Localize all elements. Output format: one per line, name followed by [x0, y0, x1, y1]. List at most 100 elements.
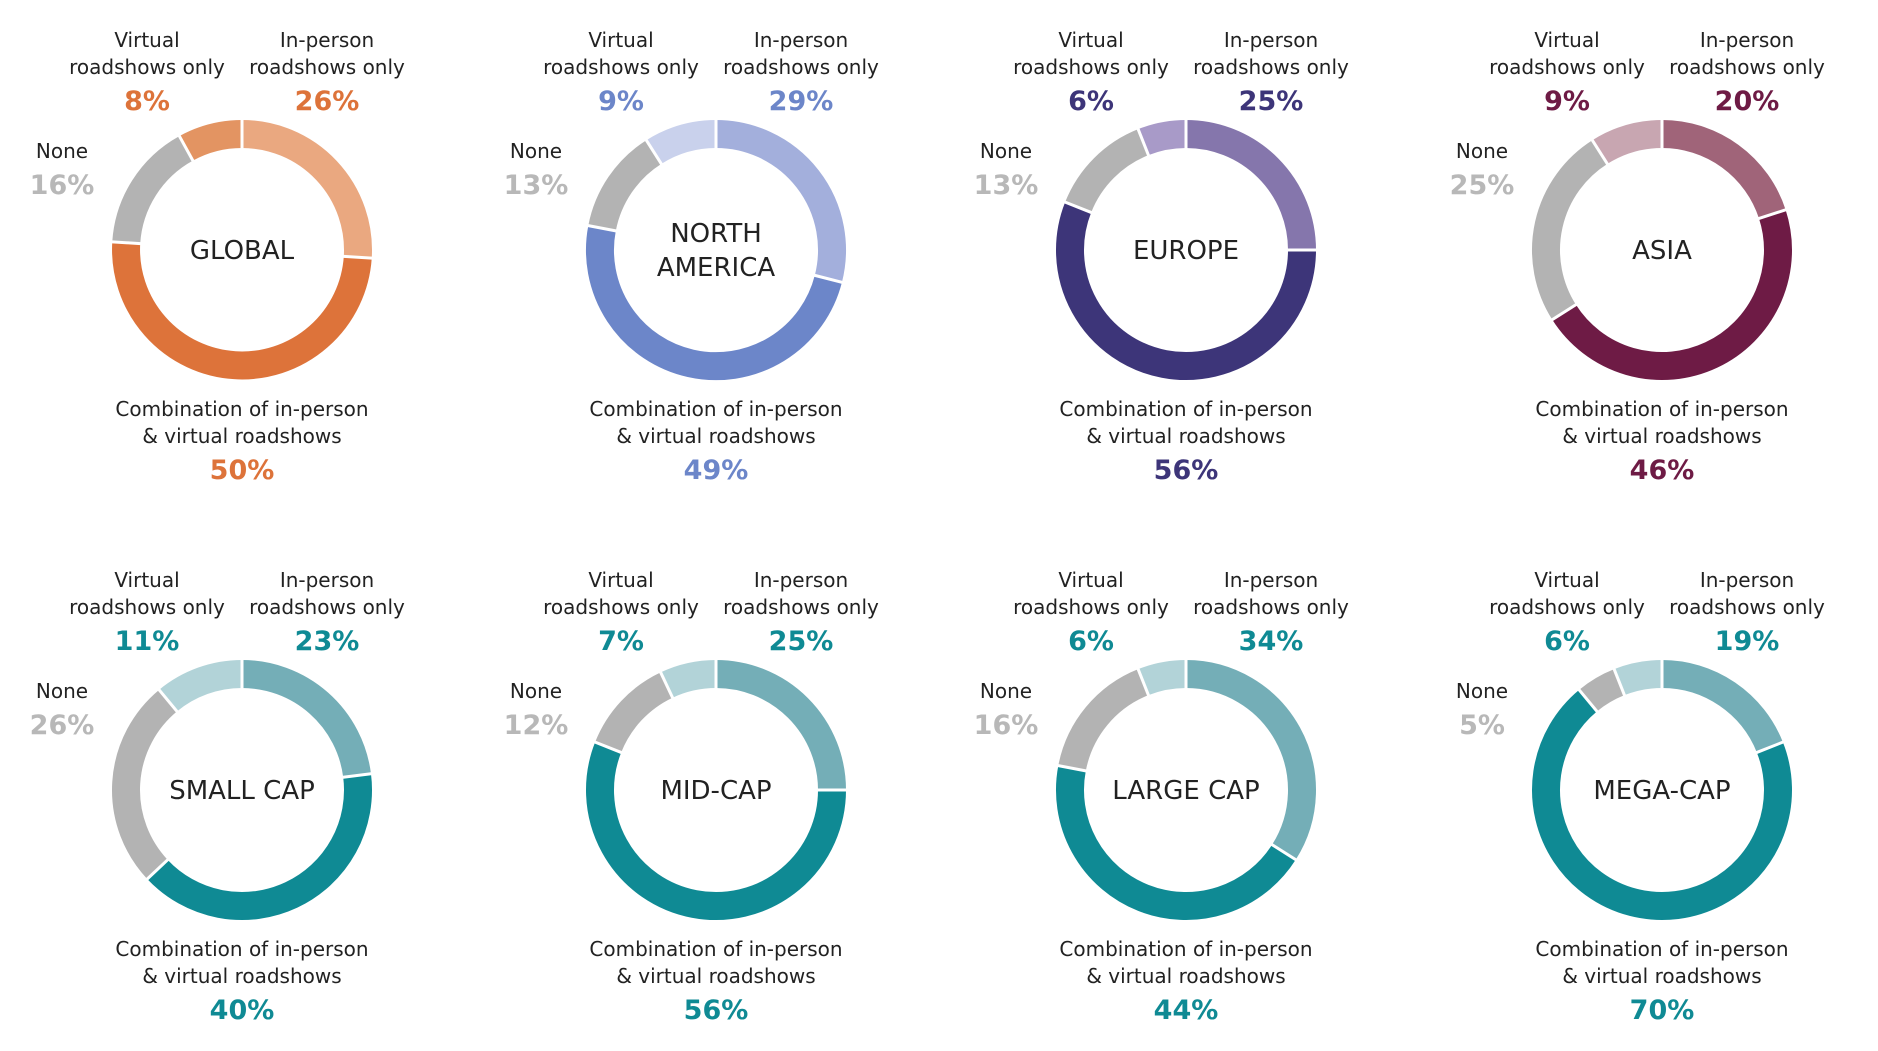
- none-value: 26%: [30, 710, 95, 741]
- none-value: 16%: [30, 170, 95, 201]
- slice-separator: [812, 273, 845, 285]
- donut-center-title: LARGE CAP: [1112, 776, 1259, 806]
- inperson-label: roadshows only: [249, 595, 405, 619]
- slice-separator: [658, 669, 675, 701]
- inperson-label: In-person: [754, 568, 848, 592]
- donut-slice-combination: [1532, 689, 1792, 920]
- inperson-label: roadshows only: [1193, 55, 1349, 79]
- virtual-value: 11%: [115, 626, 180, 657]
- slice-separator: [1269, 842, 1299, 862]
- slice-separator: [1612, 666, 1627, 698]
- inperson-label: roadshows only: [1669, 595, 1825, 619]
- donut-slice-combination: [112, 241, 372, 380]
- virtual-label: roadshows only: [543, 55, 699, 79]
- none-label: None: [510, 679, 562, 703]
- inperson-label: roadshows only: [249, 55, 405, 79]
- slice-separator: [177, 133, 196, 164]
- donut-chart-europe: EUROPE Virtual roadshows only 6% In-person ro…: [974, 28, 1349, 486]
- donut-slice-none: [588, 140, 662, 232]
- inperson-label: roadshows only: [1193, 595, 1349, 619]
- inperson-value: 29%: [769, 86, 834, 117]
- donut-chart-large-cap: LARGE CAP Virtual roadshows only 6% In-perso…: [974, 568, 1349, 1026]
- virtual-label: roadshows only: [69, 55, 225, 79]
- inperson-value: 34%: [1239, 626, 1304, 657]
- combination-value: 49%: [684, 455, 749, 486]
- combination-label: Combination of in-person: [115, 937, 368, 961]
- slice-separator: [144, 857, 171, 882]
- slice-separator: [586, 223, 619, 233]
- donut-slice-combination: [1056, 765, 1296, 921]
- combination-label: & virtual roadshows: [142, 964, 341, 988]
- donut-center-title: EUROPE: [1133, 236, 1239, 266]
- combination-value: 40%: [210, 995, 275, 1026]
- donut-center-title: MEGA-CAP: [1593, 776, 1730, 806]
- slice-separator: [341, 254, 374, 260]
- combination-label: & virtual roadshows: [142, 424, 341, 448]
- donut-chart-north-america: NORTH AMERICA Virtual roadshows only 9% In-pe…: [504, 28, 879, 486]
- donut-slice-virtual: [1138, 660, 1187, 696]
- donut-slice-inperson: [1185, 120, 1316, 251]
- none-label: None: [36, 679, 88, 703]
- none-value: 16%: [974, 710, 1039, 741]
- virtual-label: Virtual: [1534, 568, 1599, 592]
- donut-center-title: ASIA: [1632, 236, 1692, 266]
- virtual-value: 6%: [1068, 626, 1114, 657]
- donut-slice-combination: [1552, 209, 1792, 380]
- combination-label: Combination of in-person: [589, 937, 842, 961]
- combination-label: & virtual roadshows: [1562, 964, 1761, 988]
- virtual-label: roadshows only: [1489, 595, 1645, 619]
- slice-separator: [1136, 666, 1151, 698]
- combination-label: Combination of in-person: [1535, 937, 1788, 961]
- virtual-label: roadshows only: [69, 595, 225, 619]
- inperson-label: roadshows only: [1669, 55, 1825, 79]
- inperson-label: In-person: [1700, 568, 1794, 592]
- inperson-value: 26%: [295, 86, 360, 117]
- combination-label: & virtual roadshows: [616, 424, 815, 448]
- combination-value: 44%: [1154, 995, 1219, 1026]
- donut-slice-virtual: [179, 120, 243, 161]
- virtual-value: 9%: [598, 86, 644, 117]
- donut-slice-combination: [147, 773, 372, 920]
- virtual-label: roadshows only: [1489, 55, 1645, 79]
- donut-slice-none: [112, 136, 194, 245]
- virtual-label: Virtual: [1058, 568, 1123, 592]
- combination-value: 56%: [684, 995, 749, 1026]
- donut-slice-virtual: [1614, 660, 1663, 696]
- inperson-label: In-person: [1224, 568, 1318, 592]
- virtual-label: Virtual: [114, 28, 179, 52]
- slice-separator: [1136, 126, 1151, 158]
- donut-slice-inperson: [1661, 120, 1786, 219]
- combination-label: Combination of in-person: [1059, 397, 1312, 421]
- virtual-value: 9%: [1544, 86, 1590, 117]
- donut-slice-combination: [586, 742, 846, 920]
- none-label: None: [980, 139, 1032, 163]
- slice-separator: [156, 687, 180, 714]
- donut-slice-virtual: [1592, 120, 1663, 165]
- combination-value: 50%: [210, 455, 275, 486]
- inperson-value: 25%: [769, 626, 834, 657]
- inperson-label: In-person: [280, 28, 374, 52]
- virtual-label: roadshows only: [543, 595, 699, 619]
- inperson-value: 25%: [1239, 86, 1304, 117]
- donut-slice-none: [112, 689, 178, 879]
- virtual-label: Virtual: [588, 568, 653, 592]
- donut-slice-inperson: [241, 120, 372, 259]
- slice-separator: [1549, 302, 1579, 322]
- donut-slice-inperson: [715, 660, 846, 791]
- virtual-value: 6%: [1544, 626, 1590, 657]
- virtual-label: roadshows only: [1013, 55, 1169, 79]
- donut-slice-virtual: [660, 660, 717, 698]
- donut-slice-virtual: [159, 660, 243, 712]
- slice-separator: [1062, 200, 1094, 215]
- none-label: None: [36, 139, 88, 163]
- virtual-value: 8%: [124, 86, 170, 117]
- combination-label: Combination of in-person: [1059, 937, 1312, 961]
- none-value: 13%: [504, 170, 569, 201]
- inperson-label: roadshows only: [723, 595, 879, 619]
- slice-separator: [1756, 207, 1789, 221]
- inperson-label: In-person: [754, 28, 848, 52]
- donut-slice-combination: [1056, 202, 1316, 380]
- slice-separator: [1754, 740, 1786, 755]
